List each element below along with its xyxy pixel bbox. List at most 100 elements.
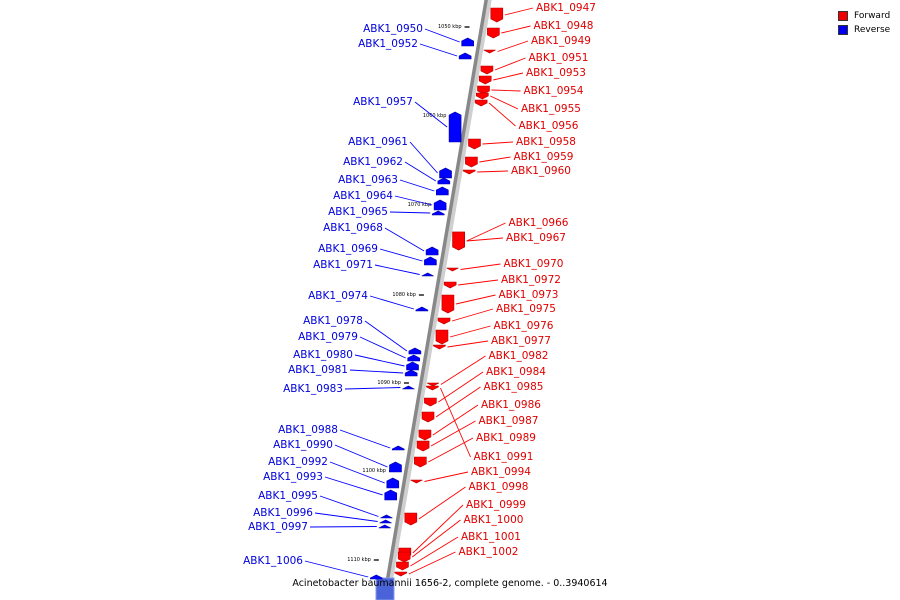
reverse-gene-block: [425, 246, 439, 256]
forward-gene-label[interactable]: ABK1_0984: [486, 366, 546, 378]
forward-gene-leader: [432, 404, 479, 436]
forward-gene-label[interactable]: ABK1_0987: [479, 415, 539, 427]
reverse-gene-label[interactable]: ABK1_1006: [243, 555, 303, 567]
forward-gene-block: [476, 92, 489, 100]
reverse-gene-label[interactable]: ABK1_0996: [253, 507, 313, 519]
reverse-gene-label[interactable]: ABK1_0964: [333, 190, 393, 202]
forward-gene-leader: [497, 40, 529, 52]
forward-gene-label[interactable]: ABK1_0949: [531, 35, 591, 47]
forward-gene-label[interactable]: ABK1_0959: [514, 151, 574, 163]
reverse-gene-label[interactable]: ABK1_0971: [313, 259, 373, 271]
forward-gene-label[interactable]: ABK1_0947: [536, 2, 596, 14]
forward-gene-label[interactable]: ABK1_0958: [516, 136, 576, 148]
reverse-gene-label[interactable]: ABK1_0995: [258, 490, 318, 502]
reverse-gene-leader: [304, 560, 369, 578]
forward-gene-label[interactable]: ABK1_0951: [529, 52, 589, 64]
forward-gene-label[interactable]: ABK1_0972: [501, 274, 561, 286]
reverse-gene-label[interactable]: ABK1_0963: [338, 174, 398, 186]
forward-gene-label[interactable]: ABK1_0977: [491, 335, 551, 347]
reverse-gene-label[interactable]: ABK1_0962: [343, 156, 403, 168]
forward-gene-leader: [451, 308, 494, 322]
legend-label-forward: Forward: [854, 11, 891, 21]
forward-gene-label[interactable]: ABK1_0967: [506, 232, 566, 244]
reverse-gene-leader: [364, 320, 408, 352]
forward-gene-label[interactable]: ABK1_1002: [459, 546, 519, 558]
kbp-label: 1100 kbp: [362, 468, 386, 474]
forward-gene-label[interactable]: ABK1_0994: [471, 466, 531, 478]
forward-gene-label[interactable]: ABK1_0954: [524, 85, 584, 97]
reverse-gene-label[interactable]: ABK1_0993: [263, 471, 323, 483]
reverse-gene-block: [386, 477, 400, 489]
reverse-gene-leader: [374, 264, 420, 275]
legend-item-reverse: Reverse: [838, 23, 890, 37]
forward-gene-label[interactable]: ABK1_0989: [476, 432, 536, 444]
forward-gene-leader: [460, 263, 501, 270]
forward-gene-label[interactable]: ABK1_0973: [499, 289, 559, 301]
forward-gene-leader: [412, 504, 464, 554]
reverse-gene-label[interactable]: ABK1_0990: [273, 439, 333, 451]
reverse-gene-label[interactable]: ABK1_0968: [323, 222, 383, 234]
reverse-gene-leader: [359, 336, 406, 359]
reverse-gene-leader: [419, 43, 458, 57]
legend-swatch-reverse: [838, 25, 848, 35]
forward-gene-label[interactable]: ABK1_0960: [511, 165, 571, 177]
reverse-gene-leader: [394, 195, 433, 206]
reverse-gene-label[interactable]: ABK1_0965: [328, 206, 388, 218]
reverse-gene-leader: [404, 161, 437, 182]
forward-gene-label[interactable]: ABK1_0999: [466, 499, 526, 511]
reverse-gene-leader: [334, 444, 388, 468]
forward-gene-leader: [494, 57, 526, 71]
reverse-gene-label[interactable]: ABK1_0988: [278, 424, 338, 436]
reverse-gene-leader: [349, 369, 404, 374]
reverse-gene-label[interactable]: ABK1_0974: [308, 290, 368, 302]
reverse-gene-label[interactable]: ABK1_0978: [303, 315, 363, 327]
reverse-gene-label[interactable]: ABK1_0950: [363, 23, 423, 35]
reverse-gene-label[interactable]: ABK1_0969: [318, 243, 378, 255]
forward-gene-label[interactable]: ABK1_0948: [534, 20, 594, 32]
reverse-gene-label[interactable]: ABK1_0992: [268, 456, 328, 468]
forward-gene-label[interactable]: ABK1_0976: [494, 320, 554, 332]
reverse-gene-label[interactable]: ABK1_0983: [283, 383, 343, 395]
forward-gene-label[interactable]: ABK1_0955: [521, 103, 581, 115]
reverse-gene-block: [378, 524, 391, 529]
forward-gene-leader: [458, 279, 499, 286]
forward-gene-label[interactable]: ABK1_0970: [504, 258, 564, 270]
forward-gene-block: [462, 169, 476, 175]
forward-gene-label[interactable]: ABK1_0953: [526, 67, 586, 79]
forward-gene-leader: [488, 102, 516, 127]
reverse-gene-label[interactable]: ABK1_0957: [353, 96, 413, 108]
reverse-gene-label[interactable]: ABK1_0961: [348, 136, 408, 148]
forward-gene-label[interactable]: ABK1_0956: [519, 120, 579, 132]
forward-gene-leader: [482, 141, 514, 145]
forward-gene-block: [465, 156, 478, 168]
reverse-gene-label[interactable]: ABK1_0952: [358, 38, 418, 50]
reverse-gene-block: [389, 461, 402, 473]
reverse-gene-block: [437, 177, 451, 185]
forward-gene-label[interactable]: ABK1_0985: [484, 381, 544, 393]
forward-gene-leader: [477, 170, 509, 173]
gene-labels: ABK1_0947 ABK1_0948 ABK1_0949 ABK1_0951 ABK1…: [243, 2, 596, 578]
forward-gene-block: [443, 281, 457, 289]
forward-gene-label[interactable]: ABK1_0998: [469, 481, 529, 493]
reverse-gene-leader: [309, 526, 377, 528]
forward-gene-label[interactable]: ABK1_1000: [464, 514, 524, 526]
forward-gene-label[interactable]: ABK1_0991: [474, 451, 534, 463]
forward-gene-label[interactable]: ABK1_1001: [461, 531, 521, 543]
reverse-gene-label[interactable]: ABK1_0979: [298, 331, 358, 343]
forward-gene-label[interactable]: ABK1_0986: [481, 399, 541, 411]
forward-gene-block: [487, 27, 500, 39]
reverse-gene-label[interactable]: ABK1_0981: [288, 364, 348, 376]
forward-gene-leader: [504, 7, 534, 16]
reverse-gene-label[interactable]: ABK1_0980: [293, 349, 353, 361]
reverse-gene-block: [424, 256, 437, 266]
kbp-label: 1110 kbp: [347, 557, 371, 563]
forward-gene-label[interactable]: ABK1_0982: [489, 350, 549, 362]
forward-gene-block: [421, 411, 435, 423]
reverse-gene-leader: [399, 179, 435, 192]
forward-gene-label[interactable]: ABK1_0966: [509, 217, 569, 229]
forward-gene-label[interactable]: ABK1_0975: [496, 303, 556, 315]
forward-gene-leader: [455, 294, 496, 305]
forward-gene-block: [435, 329, 449, 345]
reverse-gene-label[interactable]: ABK1_0997: [248, 521, 308, 533]
forward-gene-block: [483, 49, 496, 54]
